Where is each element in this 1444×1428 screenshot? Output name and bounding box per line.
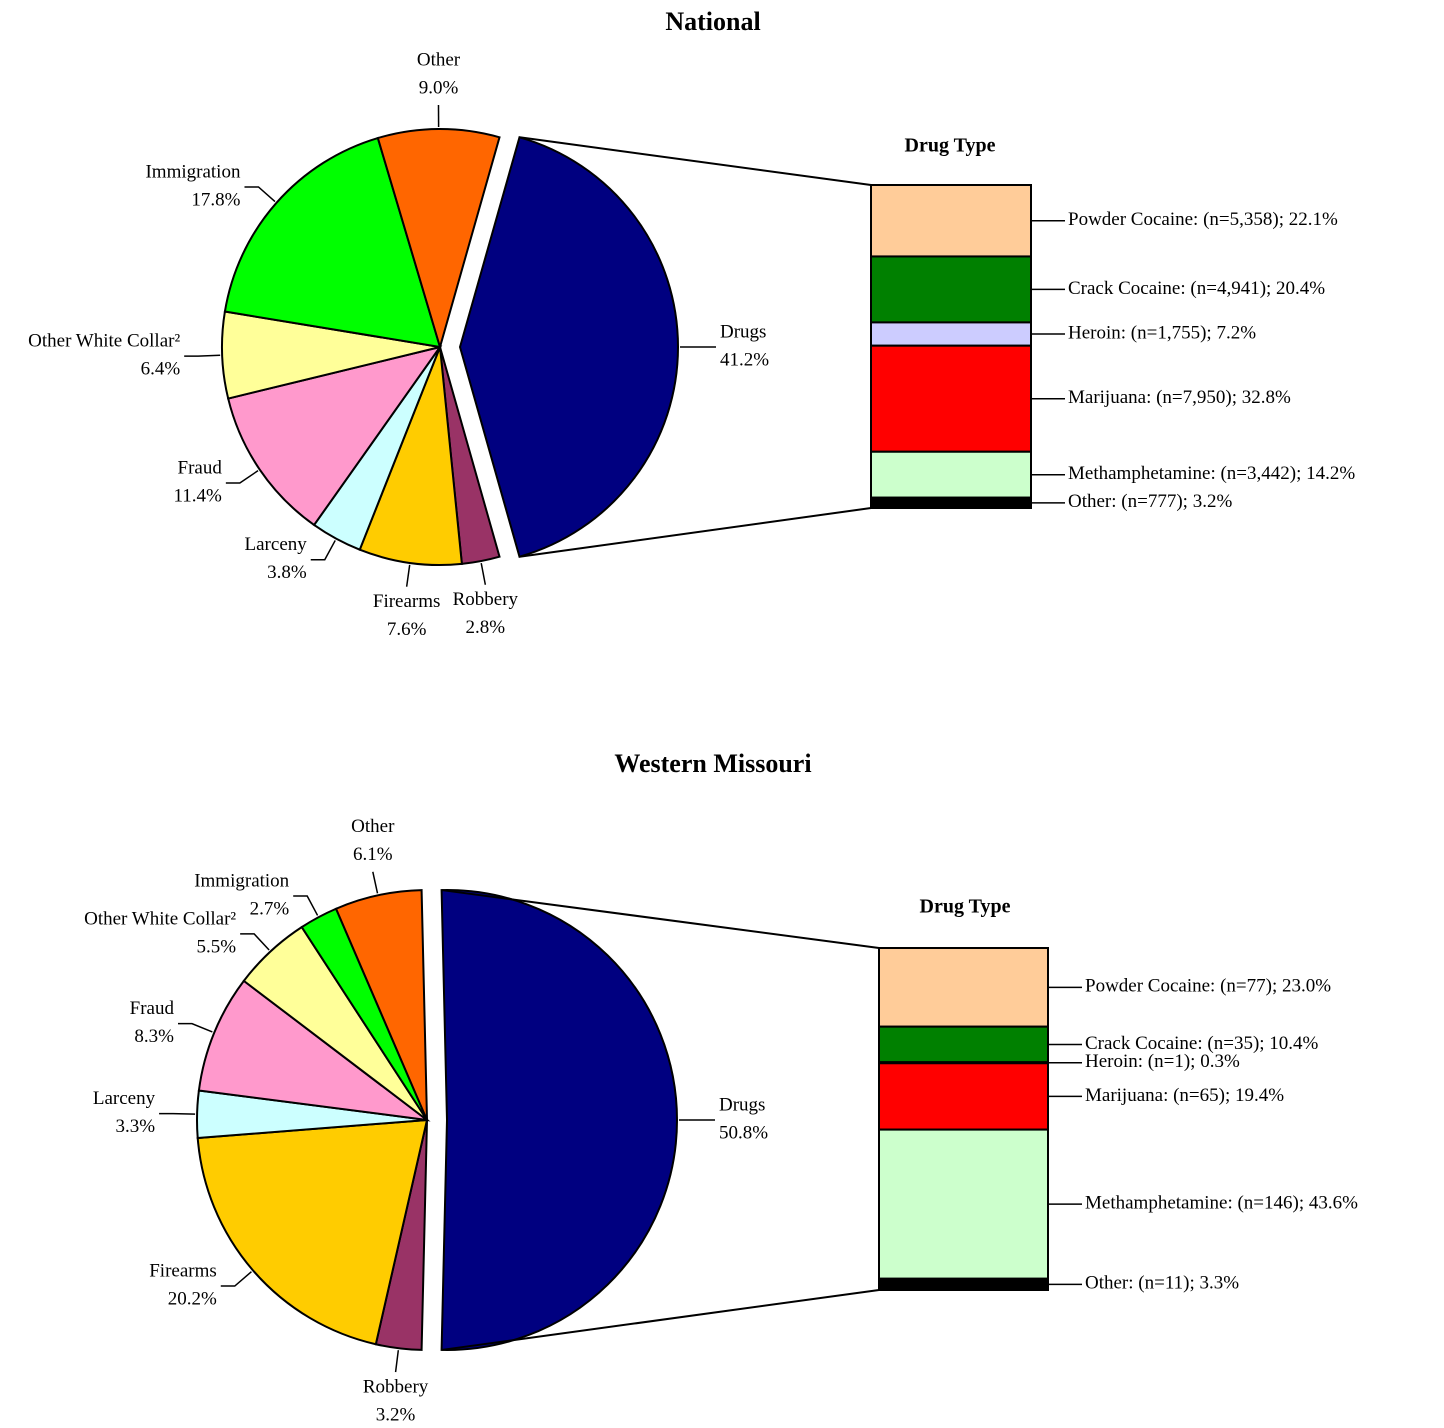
- bar-segment: [870, 321, 1032, 347]
- chart-title: National: [665, 7, 760, 36]
- chart-title: Western Missouri: [614, 749, 811, 778]
- bar-title: Drug Type: [920, 896, 1011, 918]
- leader-line: [293, 895, 319, 916]
- bar-segment: [878, 1062, 1049, 1131]
- bar-segment: [878, 1025, 1049, 1064]
- bar-label: Heroin: (n=1); 0.3%: [1085, 1051, 1240, 1072]
- bar-segment: [878, 947, 1049, 1028]
- pie-slice: [358, 346, 463, 566]
- bar-label: Powder Cocaine: (n=77); 23.0%: [1085, 976, 1331, 997]
- bar-segment: [870, 344, 1032, 453]
- bar-label: Other: (n=11); 3.3%: [1085, 1273, 1239, 1294]
- bar-label: Heroin: (n=1,755); 7.2%: [1068, 322, 1256, 343]
- slice-label: Other White Collar²: [84, 908, 236, 929]
- connector: [519, 507, 872, 558]
- slice-value: 9.0%: [419, 77, 459, 98]
- slice-value: 8.3%: [134, 1026, 174, 1047]
- slice-value: 2.7%: [250, 898, 290, 919]
- slice-label: Other: [417, 49, 461, 70]
- leader-line: [405, 564, 411, 587]
- slice-value: 17.8%: [191, 189, 240, 210]
- leader-line: [310, 540, 336, 561]
- slice-label: Larceny: [245, 534, 308, 555]
- slice-label: Larceny: [93, 1088, 156, 1109]
- slice-label: Robbery: [363, 1376, 429, 1397]
- pie-slice: [440, 889, 678, 1351]
- slice-value: 6.1%: [353, 844, 393, 865]
- slice-label: Fraud: [178, 457, 223, 478]
- leader-line: [177, 1022, 213, 1033]
- bar-segment: [870, 450, 1032, 499]
- slice-value: 5.5%: [197, 936, 237, 957]
- slice-value: 7.6%: [387, 619, 427, 640]
- pie-slice: [197, 979, 431, 1122]
- leader-line: [225, 470, 259, 484]
- leader-line: [372, 871, 379, 894]
- slice-label: Firearms: [149, 1260, 217, 1281]
- pie-slice: [376, 128, 501, 351]
- leader-line: [159, 1112, 196, 1115]
- pie-slice: [196, 1118, 429, 1346]
- connector: [519, 136, 872, 186]
- bar-label: Marijuana: (n=65); 19.4%: [1085, 1085, 1284, 1106]
- slice-value: 6.4%: [141, 358, 181, 379]
- bar-segment: [870, 496, 1032, 510]
- connector: [441, 1289, 880, 1351]
- leader-line: [480, 562, 487, 585]
- leader-line: [240, 933, 270, 951]
- leader-line: [184, 354, 221, 357]
- slice-value: 2.8%: [466, 617, 506, 638]
- slice-label: Drugs: [720, 321, 766, 342]
- pie-slice: [458, 136, 679, 558]
- slice-label: Fraud: [130, 998, 175, 1019]
- bar-segment: [878, 1277, 1049, 1291]
- bar-label: Methamphetamine: (n=3,442); 14.2%: [1068, 463, 1355, 484]
- slice-label: Immigration: [145, 161, 240, 182]
- leader-line: [220, 1271, 252, 1287]
- slice-value: 50.8%: [719, 1122, 768, 1143]
- slice-label: Drugs: [719, 1094, 765, 1115]
- bar-label: Crack Cocaine: (n=4,941); 20.4%: [1068, 278, 1325, 299]
- slice-value: 3.8%: [267, 562, 307, 583]
- bar-segment: [870, 255, 1032, 324]
- bar-segment: [878, 1128, 1049, 1280]
- slice-value: 20.2%: [168, 1288, 217, 1309]
- connector: [441, 889, 880, 949]
- bar-title: Drug Type: [905, 135, 996, 157]
- bar-label: Marijuana: (n=7,950); 32.8%: [1068, 387, 1291, 408]
- pie-slice: [223, 136, 442, 349]
- slice-value: 41.2%: [720, 349, 769, 370]
- pie-slice: [334, 889, 428, 1121]
- bar-label: Powder Cocaine: (n=5,358); 22.1%: [1068, 209, 1338, 230]
- slice-label: Firearms: [373, 591, 441, 612]
- slice-label: Immigration: [194, 870, 289, 891]
- slice-label: Other: [351, 816, 395, 837]
- slice-value: 3.3%: [116, 1116, 156, 1137]
- slice-label: Robbery: [453, 589, 519, 610]
- pie-slice: [226, 345, 443, 527]
- bar-segment: [870, 184, 1032, 258]
- slice-label: Other White Collar²: [28, 330, 180, 351]
- bar-label: Other: (n=777); 3.2%: [1068, 491, 1232, 512]
- leader-line: [244, 186, 276, 203]
- slice-value: 3.2%: [376, 1404, 416, 1425]
- slice-value: 11.4%: [173, 485, 222, 506]
- bar-label: Crack Cocaine: (n=35); 10.4%: [1085, 1033, 1319, 1054]
- leader-line: [394, 1350, 400, 1373]
- bar-label: Methamphetamine: (n=146); 43.6%: [1085, 1193, 1358, 1214]
